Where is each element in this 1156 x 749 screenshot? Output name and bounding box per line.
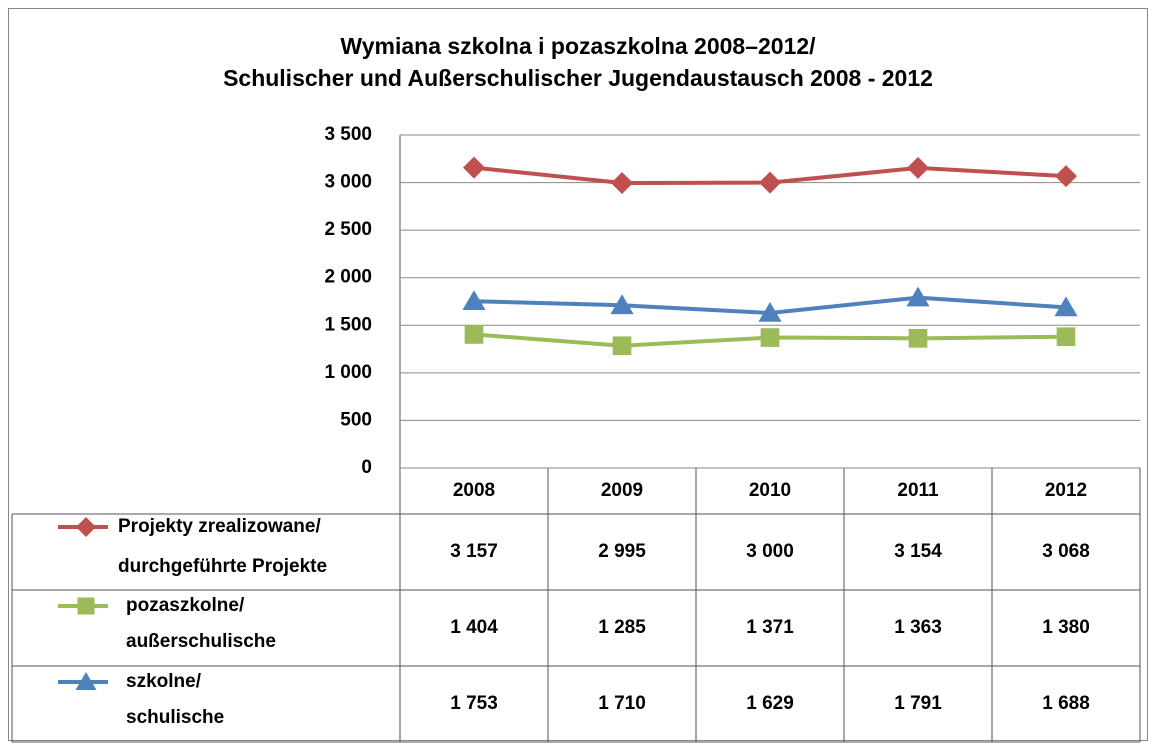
- marker: [1056, 327, 1076, 347]
- legend-label: pozaszkolne/außerschulische: [126, 595, 276, 652]
- y-tick-label: 1 500: [324, 314, 372, 335]
- table-value: 1 371: [746, 617, 794, 638]
- table-value: 3 000: [746, 541, 794, 562]
- marker: [758, 302, 782, 322]
- marker: [463, 156, 485, 179]
- x-tick-label: 2012: [1045, 480, 1087, 501]
- table-value: 3 068: [1042, 541, 1090, 562]
- legend-label: Projekty zrealizowane/durchgeführte Proj…: [118, 516, 327, 577]
- table-value: 1 791: [894, 693, 942, 714]
- table-value: 3 154: [894, 541, 942, 562]
- x-tick-label: 2009: [601, 480, 643, 501]
- chart-title: Wymiana szkolna i pozaszkolna 2008–2012/…: [223, 33, 933, 91]
- legend-marker: [76, 517, 96, 537]
- table-value: 1 363: [894, 617, 942, 638]
- y-tick-label: 500: [340, 409, 372, 430]
- y-tick-label: 0: [361, 457, 372, 478]
- marker: [610, 294, 634, 315]
- y-tick-label: 2 500: [324, 219, 372, 240]
- legend-marker: [77, 597, 95, 615]
- marker: [1054, 296, 1078, 317]
- marker: [759, 171, 781, 194]
- y-tick-label: 2 000: [324, 267, 372, 288]
- marker: [462, 290, 486, 311]
- legend-marker: [75, 672, 97, 690]
- y-tick-label: 1 000: [324, 362, 372, 383]
- x-tick-label: 2011: [897, 480, 939, 501]
- y-tick-label: 3 500: [324, 124, 372, 145]
- legend-label: szkolne/schulische: [126, 671, 224, 728]
- table-value: 1 629: [746, 693, 794, 714]
- marker: [906, 286, 930, 307]
- marker: [464, 325, 484, 344]
- table-value: 1 404: [450, 617, 498, 638]
- marker: [1055, 165, 1077, 188]
- table-value: 1 710: [598, 693, 646, 714]
- marker: [760, 328, 780, 347]
- table-value: 1 285: [598, 617, 646, 638]
- marker: [611, 172, 633, 195]
- chart-frame: [8, 8, 1148, 741]
- table-value: 1 753: [450, 693, 498, 714]
- table-value: 2 995: [598, 541, 646, 562]
- x-tick-label: 2010: [749, 480, 791, 501]
- table-value: 1 688: [1042, 693, 1090, 714]
- marker: [907, 156, 929, 179]
- marker: [908, 328, 928, 348]
- x-tick-label: 2008: [453, 480, 495, 501]
- marker: [612, 336, 632, 356]
- table-value: 3 157: [450, 541, 498, 562]
- table-value: 1 380: [1042, 617, 1090, 638]
- y-tick-label: 3 000: [324, 172, 372, 193]
